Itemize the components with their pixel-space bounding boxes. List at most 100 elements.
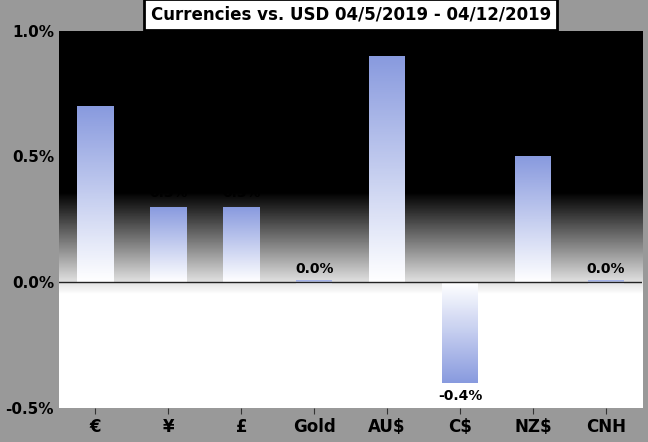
Bar	[369, 159, 406, 160]
Bar	[369, 144, 406, 145]
Bar	[369, 188, 406, 190]
Bar	[515, 251, 551, 252]
Bar	[442, 382, 478, 383]
Bar	[369, 269, 406, 270]
Bar	[442, 311, 478, 312]
Bar	[369, 277, 406, 278]
Bar	[442, 352, 478, 353]
Bar	[77, 264, 113, 265]
Bar	[77, 186, 113, 187]
Bar	[369, 201, 406, 202]
Bar	[442, 371, 478, 372]
Bar	[515, 162, 551, 163]
Bar	[369, 219, 406, 220]
Bar	[515, 220, 551, 221]
Text: 0.3%: 0.3%	[149, 187, 187, 201]
Bar	[77, 193, 113, 194]
Bar	[77, 184, 113, 185]
Bar	[442, 349, 478, 350]
Bar	[369, 130, 406, 132]
Bar	[442, 335, 478, 336]
Bar	[77, 281, 113, 282]
Bar	[369, 170, 406, 171]
Bar	[515, 201, 551, 202]
Bar	[77, 258, 113, 259]
Bar	[515, 270, 551, 271]
Bar	[515, 255, 551, 256]
Bar	[77, 163, 113, 164]
Bar	[442, 334, 478, 335]
Bar	[515, 157, 551, 158]
Bar	[77, 174, 113, 175]
Bar	[369, 217, 406, 218]
Bar	[369, 140, 406, 141]
Bar	[369, 244, 406, 245]
Bar	[369, 255, 406, 256]
Bar	[442, 298, 478, 299]
Bar	[77, 148, 113, 149]
Bar	[369, 91, 406, 92]
Bar	[442, 313, 478, 314]
Bar	[515, 164, 551, 165]
Bar	[77, 263, 113, 264]
Bar	[369, 164, 406, 166]
Bar	[369, 136, 406, 137]
Bar	[442, 369, 478, 370]
Bar	[442, 346, 478, 347]
Bar	[515, 161, 551, 162]
Bar	[515, 266, 551, 267]
Bar	[369, 245, 406, 246]
Bar	[77, 228, 113, 229]
Bar	[515, 160, 551, 161]
Bar	[442, 372, 478, 373]
Bar	[369, 143, 406, 144]
Bar	[442, 287, 478, 288]
Bar	[77, 222, 113, 223]
Bar	[442, 316, 478, 317]
Bar	[515, 195, 551, 196]
Bar	[369, 92, 406, 93]
Bar	[442, 356, 478, 357]
Bar	[515, 187, 551, 188]
Bar	[369, 263, 406, 264]
Bar	[369, 184, 406, 185]
Bar	[515, 156, 551, 157]
Bar	[369, 278, 406, 279]
Bar	[515, 163, 551, 164]
Bar	[515, 219, 551, 220]
Bar	[442, 330, 478, 331]
Bar	[77, 111, 113, 112]
Bar	[515, 240, 551, 241]
Bar	[77, 200, 113, 201]
Text: 0.0%: 0.0%	[295, 262, 334, 276]
Bar	[369, 196, 406, 197]
Bar	[515, 173, 551, 174]
Bar	[369, 214, 406, 215]
Bar	[369, 142, 406, 143]
Bar	[515, 228, 551, 229]
Bar	[77, 115, 113, 116]
Bar	[515, 204, 551, 205]
Bar	[515, 239, 551, 240]
Bar	[77, 145, 113, 146]
Bar	[515, 250, 551, 251]
Bar	[77, 209, 113, 210]
Bar	[515, 210, 551, 211]
Bar	[369, 180, 406, 182]
Bar	[515, 264, 551, 265]
Bar	[515, 218, 551, 219]
Bar	[77, 218, 113, 219]
Bar	[442, 284, 478, 285]
Bar	[77, 270, 113, 271]
Bar	[369, 77, 406, 79]
Bar	[77, 139, 113, 140]
Bar	[77, 109, 113, 110]
Bar	[77, 177, 113, 178]
Bar	[77, 201, 113, 202]
Bar	[442, 309, 478, 310]
Bar	[77, 198, 113, 199]
Bar	[515, 168, 551, 169]
Bar	[369, 83, 406, 84]
Bar	[369, 183, 406, 184]
Bar	[515, 248, 551, 249]
